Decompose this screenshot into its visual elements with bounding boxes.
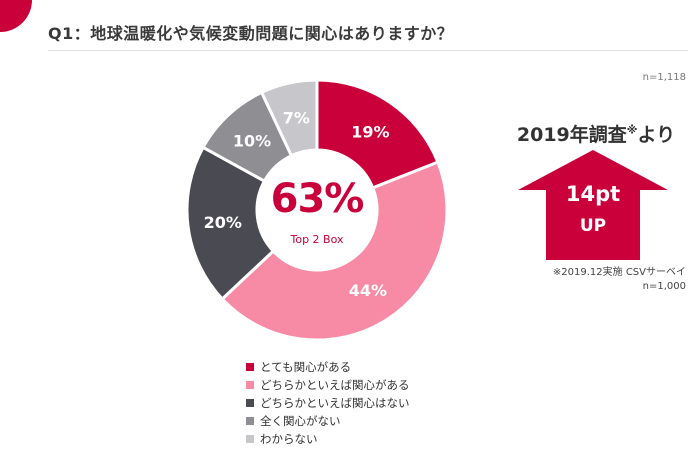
slice-data-label: 10% (233, 132, 271, 151)
comparison-title-text: 2019年調査 (516, 124, 627, 146)
survey-note-line2: n=1,000 (642, 281, 686, 292)
legend-item: どちらかといえば関心はない (246, 394, 410, 412)
up-arrow-icon (518, 150, 668, 260)
legend-swatch (246, 363, 254, 371)
legend-swatch (246, 399, 254, 407)
survey-note-line1: ※2019.12実施 CSVサーベイ (552, 267, 686, 278)
increase-value: 14pt (565, 182, 621, 206)
title-divider (48, 50, 688, 51)
slice-data-label: 44% (349, 281, 387, 300)
slice-data-label: 19% (351, 122, 389, 141)
legend-item: 全く関心がない (246, 412, 410, 430)
donut-slice (259, 78, 319, 158)
donut-slice (315, 78, 440, 190)
page-title: Q1：地球温暖化や気候変動問題に関心はありますか？ (48, 24, 454, 43)
legend-label: 全く関心がない (260, 414, 341, 428)
slice-data-label: 7% (283, 108, 310, 127)
brand-corner-mark (0, 0, 32, 32)
legend-swatch (246, 435, 254, 443)
legend-item: どちらかといえば関心がある (246, 376, 410, 394)
legend-swatch (246, 417, 254, 425)
top2box-label: Top 2 Box (290, 233, 344, 246)
legend-item: とても関心がある (246, 358, 410, 376)
sample-size: n=1,118 (642, 72, 686, 83)
comparison-title: 2019年調査※より (506, 120, 686, 147)
slice-data-label: 20% (204, 213, 242, 232)
survey-note: ※2019.12実施 CSVサーベイ n=1,000 (553, 266, 686, 294)
legend-item: わからない (246, 430, 410, 448)
legend-label: わからない (260, 432, 318, 446)
comparison-title-suffix: より (637, 124, 676, 146)
top2box-percent: 63% (270, 176, 365, 222)
donut-slice (220, 160, 449, 342)
donut-slice (185, 145, 276, 302)
legend-label: どちらかといえば関心はない (260, 396, 410, 410)
chart-legend: とても関心があるどちらかといえば関心がある どちらかといえば関心はない 全く関心がな… (246, 358, 410, 448)
increase-direction: UP (579, 216, 607, 236)
legend-swatch (246, 381, 254, 389)
comparison-title-mark: ※ (626, 123, 638, 137)
legend-label: どちらかといえば関心がある (260, 378, 410, 392)
legend-label: とても関心がある (260, 360, 352, 374)
